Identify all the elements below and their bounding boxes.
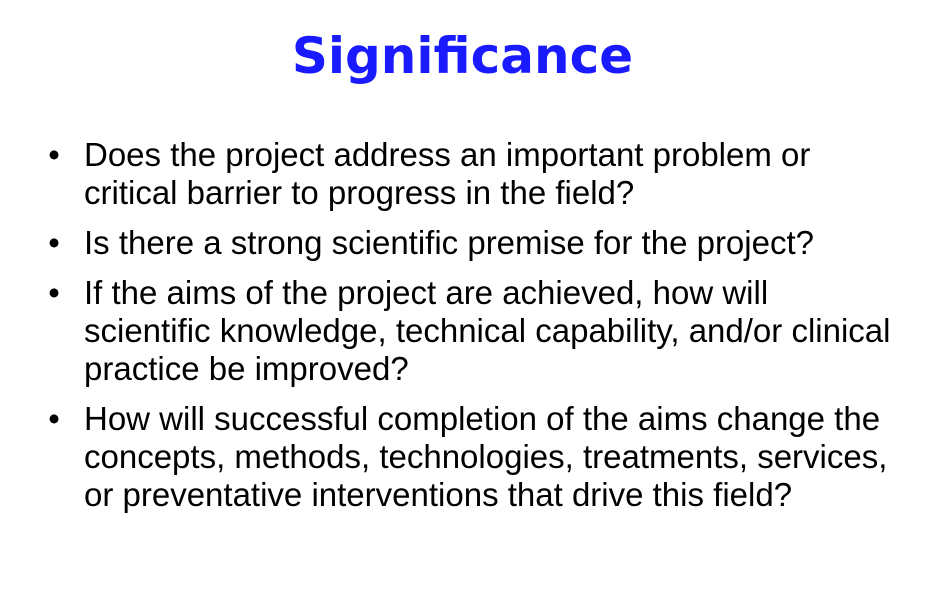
bullet-icon: • (48, 274, 60, 311)
bullet-list: • Does the project address an important … (40, 136, 900, 526)
bullet-item-problem: • Does the project address an important … (40, 136, 900, 212)
bullet-text: Is there a strong scientific premise for… (84, 224, 814, 261)
bullet-icon: • (48, 400, 60, 437)
bullet-text: Does the project address an important pr… (84, 136, 811, 211)
bullet-item-aims-achieved: • If the aims of the project are achieve… (40, 274, 900, 388)
bullet-icon: • (48, 224, 60, 261)
bullet-text: If the aims of the project are achieved,… (84, 274, 891, 387)
bullet-item-premise: • Is there a strong scientific premise f… (40, 224, 900, 262)
slide-title: Significance (291, 27, 634, 85)
bullet-text: How will successful completion of the ai… (84, 400, 888, 513)
bullet-icon: • (48, 136, 60, 173)
bullet-item-completion: • How will successful completion of the … (40, 400, 900, 514)
